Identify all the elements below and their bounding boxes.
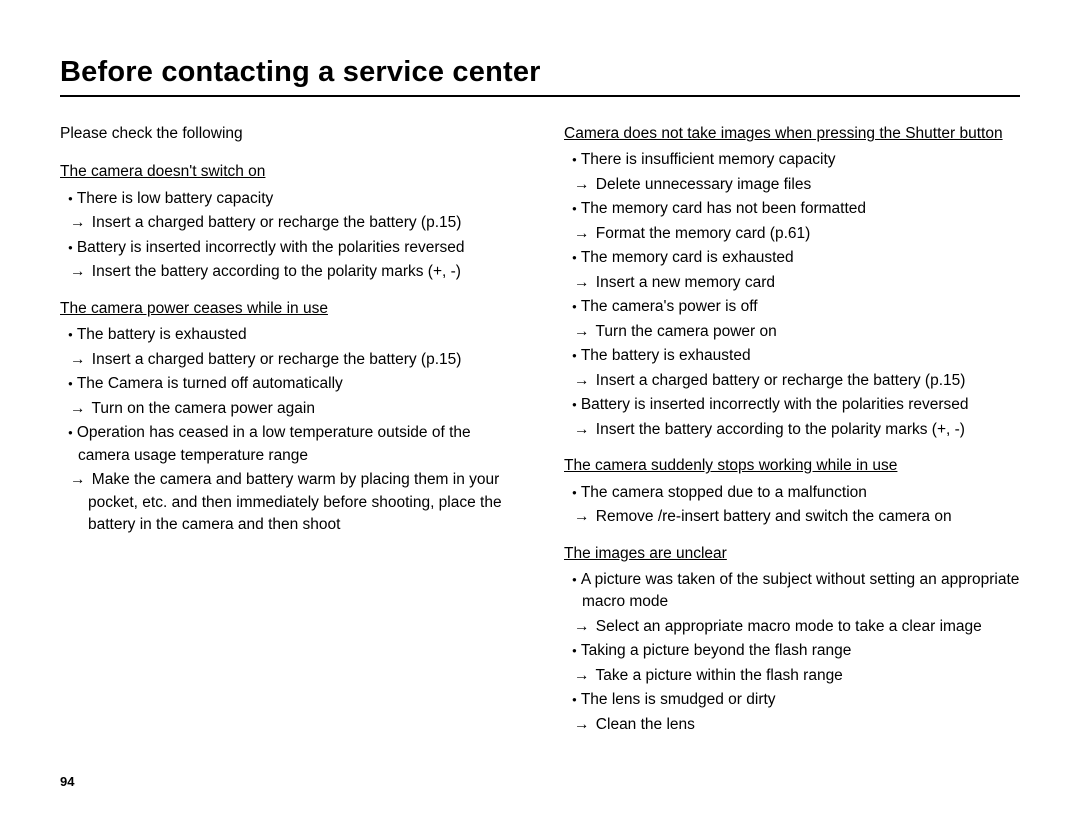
arrow-icon: → <box>574 323 590 340</box>
arrow-icon: → <box>574 716 590 733</box>
manual-page: Before contacting a service center Pleas… <box>0 0 1080 815</box>
bullet-item: Taking a picture beyond the flash range <box>564 640 1020 662</box>
action-item: → Insert a new memory card <box>564 272 1020 294</box>
arrow-icon: → <box>574 508 590 525</box>
arrow-icon: → <box>574 618 590 635</box>
bullet-item: There is low battery capacity <box>60 188 516 210</box>
arrow-icon: → <box>574 225 590 242</box>
bullet-item: The lens is smudged or dirty <box>564 689 1020 711</box>
action-item: → Select an appropriate macro mode to ta… <box>564 616 1020 638</box>
page-title: Before contacting a service center <box>60 56 1020 97</box>
arrow-icon: → <box>574 667 590 684</box>
action-item: → Delete unnecessary image files <box>564 174 1020 196</box>
intro-text: Please check the following <box>60 123 516 145</box>
action-item: → Insert the battery according to the po… <box>60 261 516 283</box>
bullet-item: There is insufficient memory capacity <box>564 149 1020 171</box>
bullet-item: Battery is inserted incorrectly with the… <box>564 394 1020 416</box>
arrow-icon: → <box>70 351 86 368</box>
page-number: 94 <box>60 774 74 789</box>
action-item: → Insert a charged battery or recharge t… <box>564 370 1020 392</box>
action-item: → Take a picture within the flash range <box>564 665 1020 687</box>
arrow-icon: → <box>574 176 590 193</box>
bullet-item: The battery is exhausted <box>60 324 516 346</box>
action-item: → Turn on the camera power again <box>60 398 516 420</box>
action-item: → Insert a charged battery or recharge t… <box>60 349 516 371</box>
section-heading: Camera does not take images when pressin… <box>564 123 1020 145</box>
arrow-icon: → <box>70 400 86 417</box>
arrow-icon: → <box>574 274 590 291</box>
bullet-item: The camera stopped due to a malfunction <box>564 482 1020 504</box>
arrow-icon: → <box>70 214 86 231</box>
section-heading: The camera power ceases while in use <box>60 298 516 320</box>
action-item: → Clean the lens <box>564 714 1020 736</box>
action-item: → Turn the camera power on <box>564 321 1020 343</box>
arrow-icon: → <box>70 471 86 488</box>
bullet-item: The memory card has not been formatted <box>564 198 1020 220</box>
arrow-icon: → <box>70 263 86 280</box>
action-item: → Format the memory card (p.61) <box>564 223 1020 245</box>
right-column: Camera does not take images when pressin… <box>564 123 1020 738</box>
action-item: → Insert a charged battery or recharge t… <box>60 212 516 234</box>
action-item: → Remove /re-insert battery and switch t… <box>564 506 1020 528</box>
action-item: → Insert the battery according to the po… <box>564 419 1020 441</box>
section-heading: The camera doesn't switch on <box>60 161 516 183</box>
bullet-item: The Camera is turned off automatically <box>60 373 516 395</box>
section-heading: The images are unclear <box>564 543 1020 565</box>
columns: Please check the following The camera doe… <box>60 123 1020 738</box>
bullet-item: The camera's power is off <box>564 296 1020 318</box>
bullet-item: The battery is exhausted <box>564 345 1020 367</box>
arrow-icon: → <box>574 421 590 438</box>
left-column: Please check the following The camera doe… <box>60 123 516 738</box>
bullet-item: The memory card is exhausted <box>564 247 1020 269</box>
bullet-item: Operation has ceased in a low temperatur… <box>60 422 516 467</box>
arrow-icon: → <box>574 372 590 389</box>
action-item: → Make the camera and battery warm by pl… <box>60 469 516 536</box>
bullet-item: Battery is inserted incorrectly with the… <box>60 237 516 259</box>
bullet-item: A picture was taken of the subject witho… <box>564 569 1020 614</box>
section-heading: The camera suddenly stops working while … <box>564 455 1020 477</box>
